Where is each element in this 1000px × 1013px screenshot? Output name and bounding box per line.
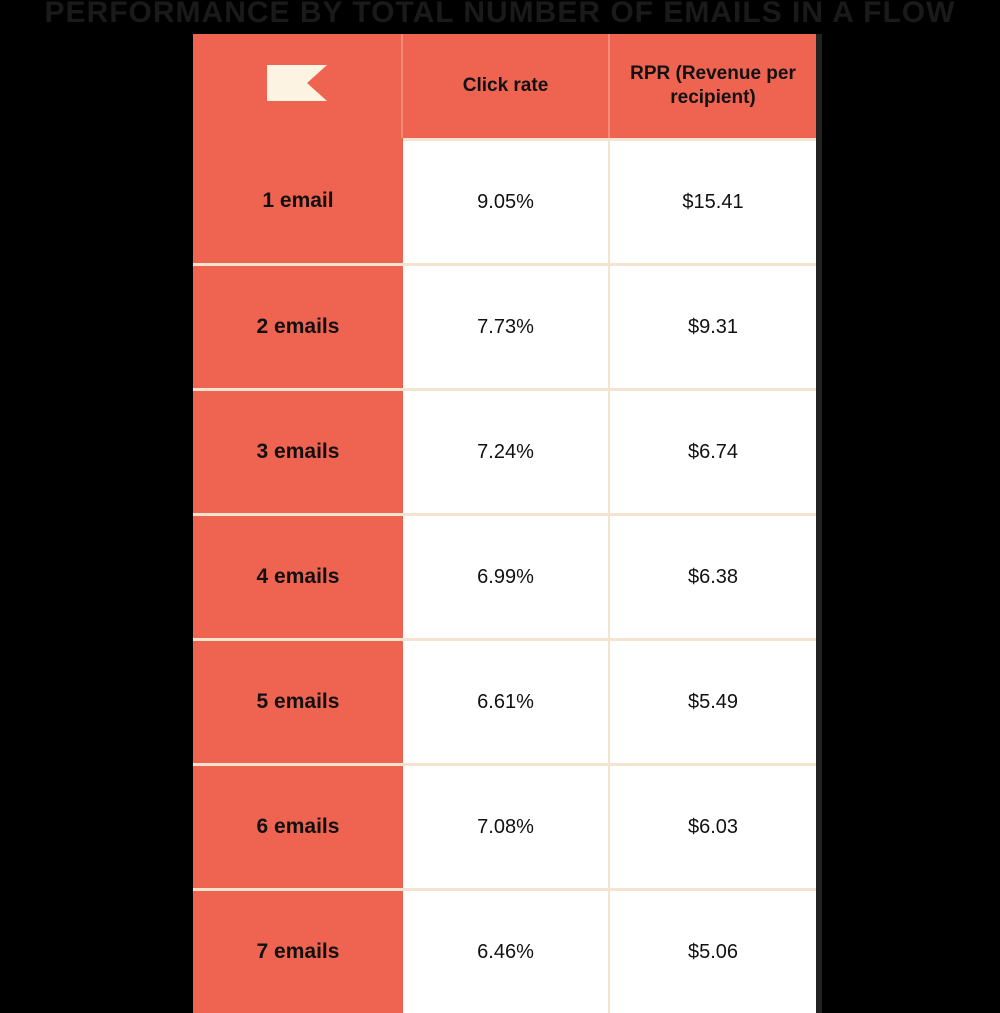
header-logo-cell <box>193 34 403 138</box>
row-label: 7 emails <box>193 888 403 1013</box>
table-row: 3 emails 7.24% $6.74 <box>193 388 816 513</box>
table-row: 1 email 9.05% $15.41 <box>193 138 816 263</box>
row-label: 4 emails <box>193 513 403 638</box>
cell-rpr: $15.41 <box>610 138 816 263</box>
cell-click-rate: 6.61% <box>403 638 610 763</box>
cell-rpr: $5.06 <box>610 888 816 1013</box>
page-title: PERFORMANCE BY TOTAL NUMBER OF EMAILS IN… <box>0 0 1000 30</box>
cell-rpr: $6.74 <box>610 388 816 513</box>
cell-rpr: $6.03 <box>610 763 816 888</box>
header-rpr: RPR (Revenue per recipient) <box>610 34 816 138</box>
performance-table-container: Click rate RPR (Revenue per recipient) 1… <box>193 34 822 1013</box>
cell-click-rate: 9.05% <box>403 138 610 263</box>
cell-rpr: $6.38 <box>610 513 816 638</box>
table-row: 5 emails 6.61% $5.49 <box>193 638 816 763</box>
table-row: 7 emails 6.46% $5.06 <box>193 888 816 1013</box>
row-label: 6 emails <box>193 763 403 888</box>
row-label: 3 emails <box>193 388 403 513</box>
table-row: 2 emails 7.73% $9.31 <box>193 263 816 388</box>
table-header-row: Click rate RPR (Revenue per recipient) <box>193 34 816 138</box>
cell-click-rate: 6.46% <box>403 888 610 1013</box>
table-row: 4 emails 6.99% $6.38 <box>193 513 816 638</box>
performance-table: Click rate RPR (Revenue per recipient) 1… <box>193 34 816 1013</box>
cell-rpr: $5.49 <box>610 638 816 763</box>
header-click-rate: Click rate <box>403 34 610 138</box>
cell-click-rate: 7.08% <box>403 763 610 888</box>
cell-click-rate: 6.99% <box>403 513 610 638</box>
row-label: 1 email <box>193 138 403 263</box>
cell-click-rate: 7.73% <box>403 263 610 388</box>
cell-rpr: $9.31 <box>610 263 816 388</box>
row-label: 2 emails <box>193 263 403 388</box>
flag-icon <box>267 65 327 101</box>
cell-click-rate: 7.24% <box>403 388 610 513</box>
row-label: 5 emails <box>193 638 403 763</box>
table-row: 6 emails 7.08% $6.03 <box>193 763 816 888</box>
